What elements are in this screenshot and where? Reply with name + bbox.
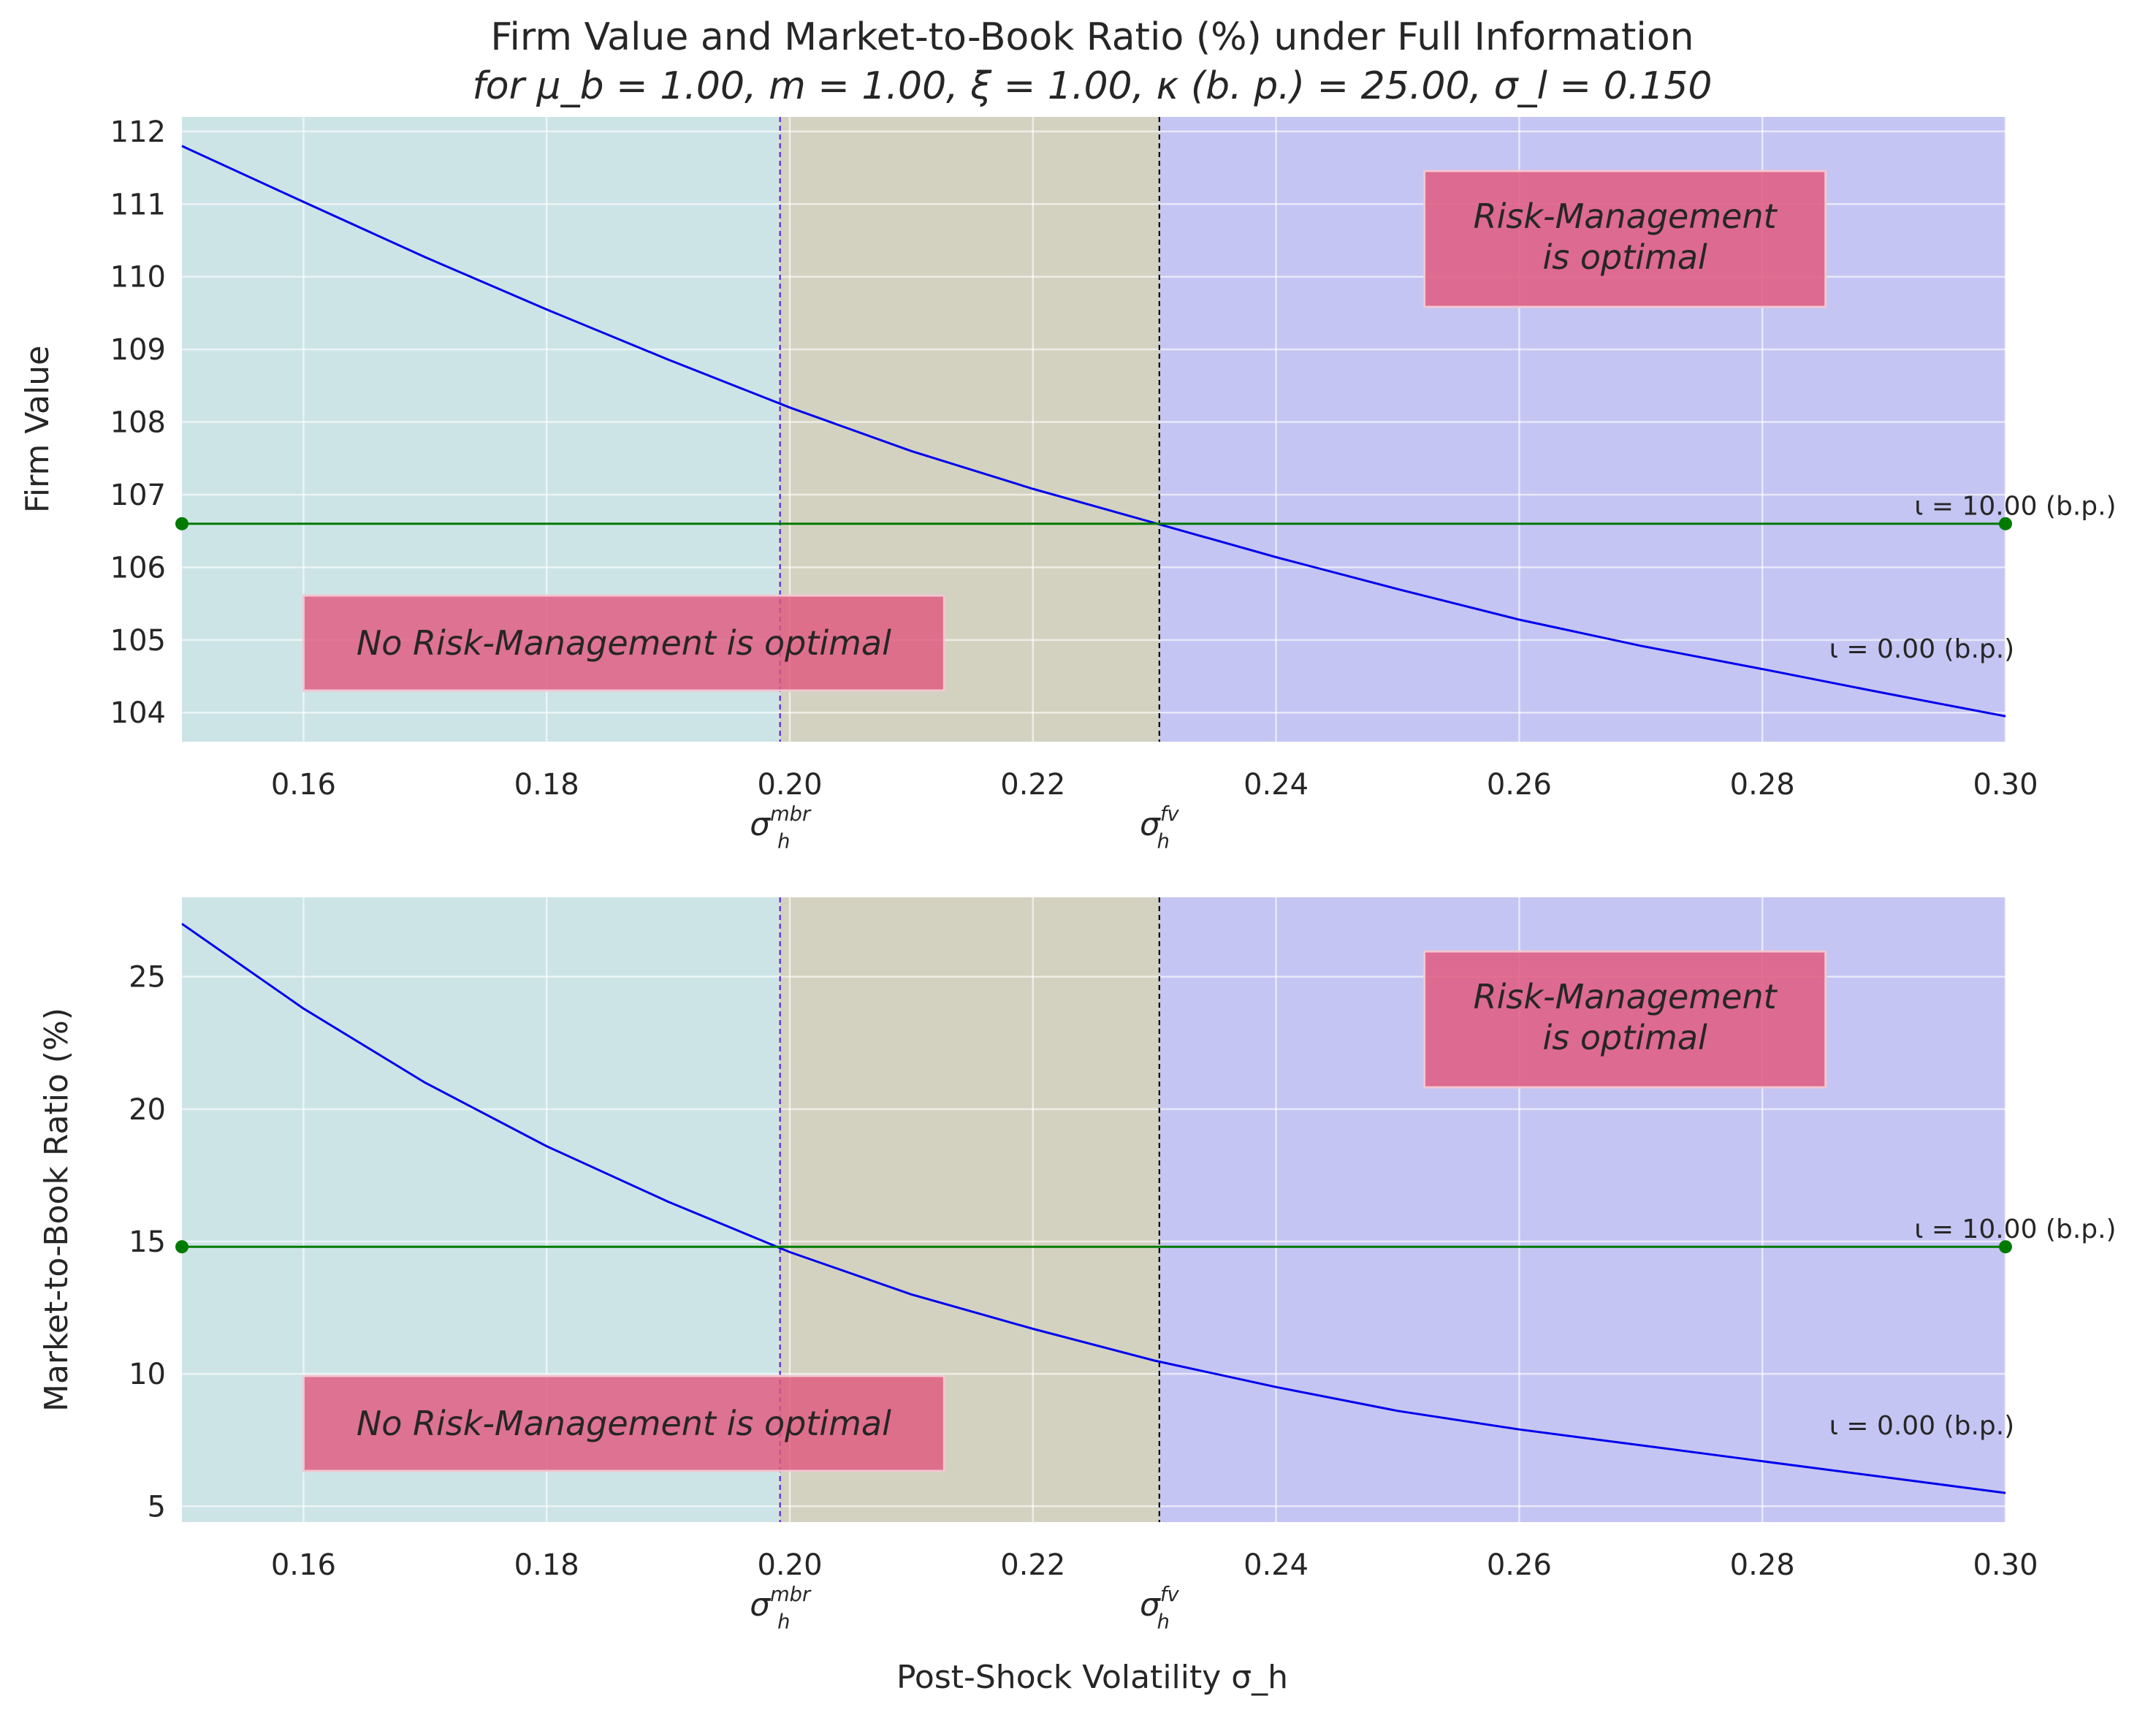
risk-management-label-line2: is optimal <box>1543 237 1708 277</box>
figure-title-line1: Firm Value and Market-to-Book Ratio (%) … <box>490 15 1694 59</box>
y-tick-label: 5 <box>148 1490 166 1524</box>
y-tick-label: 104 <box>110 696 166 730</box>
no-risk-management-box <box>302 594 945 692</box>
series-marker-end <box>1999 1240 2012 1254</box>
series-line-no-risk-management <box>181 922 2006 1494</box>
x-tick-label: 0.16 <box>271 768 336 802</box>
y-axis-label: Market-to-Book Ratio (%) <box>38 1008 75 1412</box>
x-tick-label: 0.18 <box>514 1548 579 1582</box>
y-tick-label: 111 <box>110 188 166 221</box>
x-tick-label: 0.20 <box>757 1548 822 1582</box>
series-label-risk-management: ι = 10.00 (b.p.) <box>1914 1214 2116 1244</box>
y-tick-label: 112 <box>110 115 166 149</box>
threshold-label-fv: σfv h <box>1140 1583 1179 1633</box>
x-tick-label: 0.24 <box>1243 768 1309 802</box>
y-axis-label: Firm Value <box>19 346 56 513</box>
threshold-label-mbr: σmbr h <box>750 803 812 853</box>
threshold-label-fv: σfv h <box>1140 803 1179 853</box>
market-to-book-panel: 0.16 0.18 0.20 0.22 0.24 0.26 0.28 0.30 5 10 15 20 2… <box>38 897 2117 1634</box>
x-axis-label: Post-Shock Volatility σ_h <box>896 1659 1288 1696</box>
no-risk-management-label: No Risk-Management is optimal <box>357 1404 891 1443</box>
risk-management-label-line1: Risk-Management <box>1474 977 1778 1016</box>
risk-management-label-line1: Risk-Management <box>1474 197 1778 236</box>
risk-management-box <box>1423 170 1827 308</box>
y-tick-label: 15 <box>129 1225 166 1259</box>
x-tick-label: 0.18 <box>514 768 579 802</box>
y-tick-label: 109 <box>110 333 166 367</box>
series-label-no-risk-management: ι = 0.00 (b.p.) <box>1829 1411 2015 1441</box>
risk-management-box <box>1423 950 1827 1089</box>
y-tick-label: 110 <box>110 261 166 294</box>
x-tick-label: 0.16 <box>271 1548 336 1582</box>
x-tick-label: 0.30 <box>1973 1548 2038 1582</box>
no-risk-management-label: No Risk-Management is optimal <box>357 623 891 663</box>
y-tick-label: 20 <box>129 1093 166 1127</box>
x-tick-label: 0.20 <box>757 768 822 802</box>
y-tick-label: 108 <box>110 406 166 440</box>
x-tick-label: 0.26 <box>1487 1548 1552 1582</box>
series-marker-start <box>175 517 188 531</box>
firm-value-panel: 0.16 0.18 0.20 0.22 0.24 0.26 0.28 0.30 104 105 10… <box>19 115 2117 853</box>
y-tick-label: 10 <box>129 1358 166 1391</box>
y-tick-label: 105 <box>110 624 166 658</box>
risk-management-label-line2: is optimal <box>1543 1018 1708 1057</box>
x-tick-label: 0.22 <box>1000 1548 1065 1582</box>
x-tick-label: 0.26 <box>1487 768 1552 802</box>
figure-title-line2: for μ_b = 1.00, m = 1.00, ξ = 1.00, κ (b… <box>473 64 1713 108</box>
x-tick-label: 0.24 <box>1243 1548 1309 1582</box>
x-tick-label: 0.28 <box>1730 1548 1795 1582</box>
series-label-risk-management: ι = 10.00 (b.p.) <box>1914 492 2116 522</box>
y-tick-label: 107 <box>110 479 166 512</box>
series-line-no-risk-management <box>181 145 2006 718</box>
y-tick-label: 25 <box>129 961 166 995</box>
x-tick-label: 0.28 <box>1730 768 1795 802</box>
no-risk-management-box <box>302 1374 945 1472</box>
x-tick-label: 0.30 <box>1973 768 2038 802</box>
threshold-label-mbr: σmbr h <box>750 1583 812 1633</box>
y-tick-label: 106 <box>110 551 166 585</box>
series-marker-start <box>175 1240 188 1254</box>
x-tick-label: 0.22 <box>1000 768 1065 802</box>
series-marker-end <box>1999 517 2012 531</box>
series-label-no-risk-management: ι = 0.00 (b.p.) <box>1829 634 2015 664</box>
